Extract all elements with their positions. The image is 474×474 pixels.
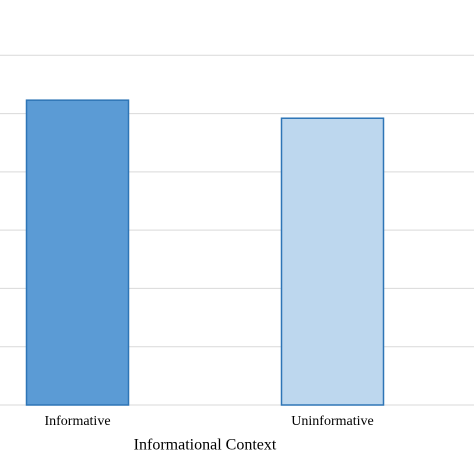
bar [25,99,130,406]
bar [280,117,385,406]
x-tick-label: Informative [44,414,110,429]
x-axis-title: Informational Context [134,437,277,454]
x-tick-label: Uninformative [291,414,373,429]
